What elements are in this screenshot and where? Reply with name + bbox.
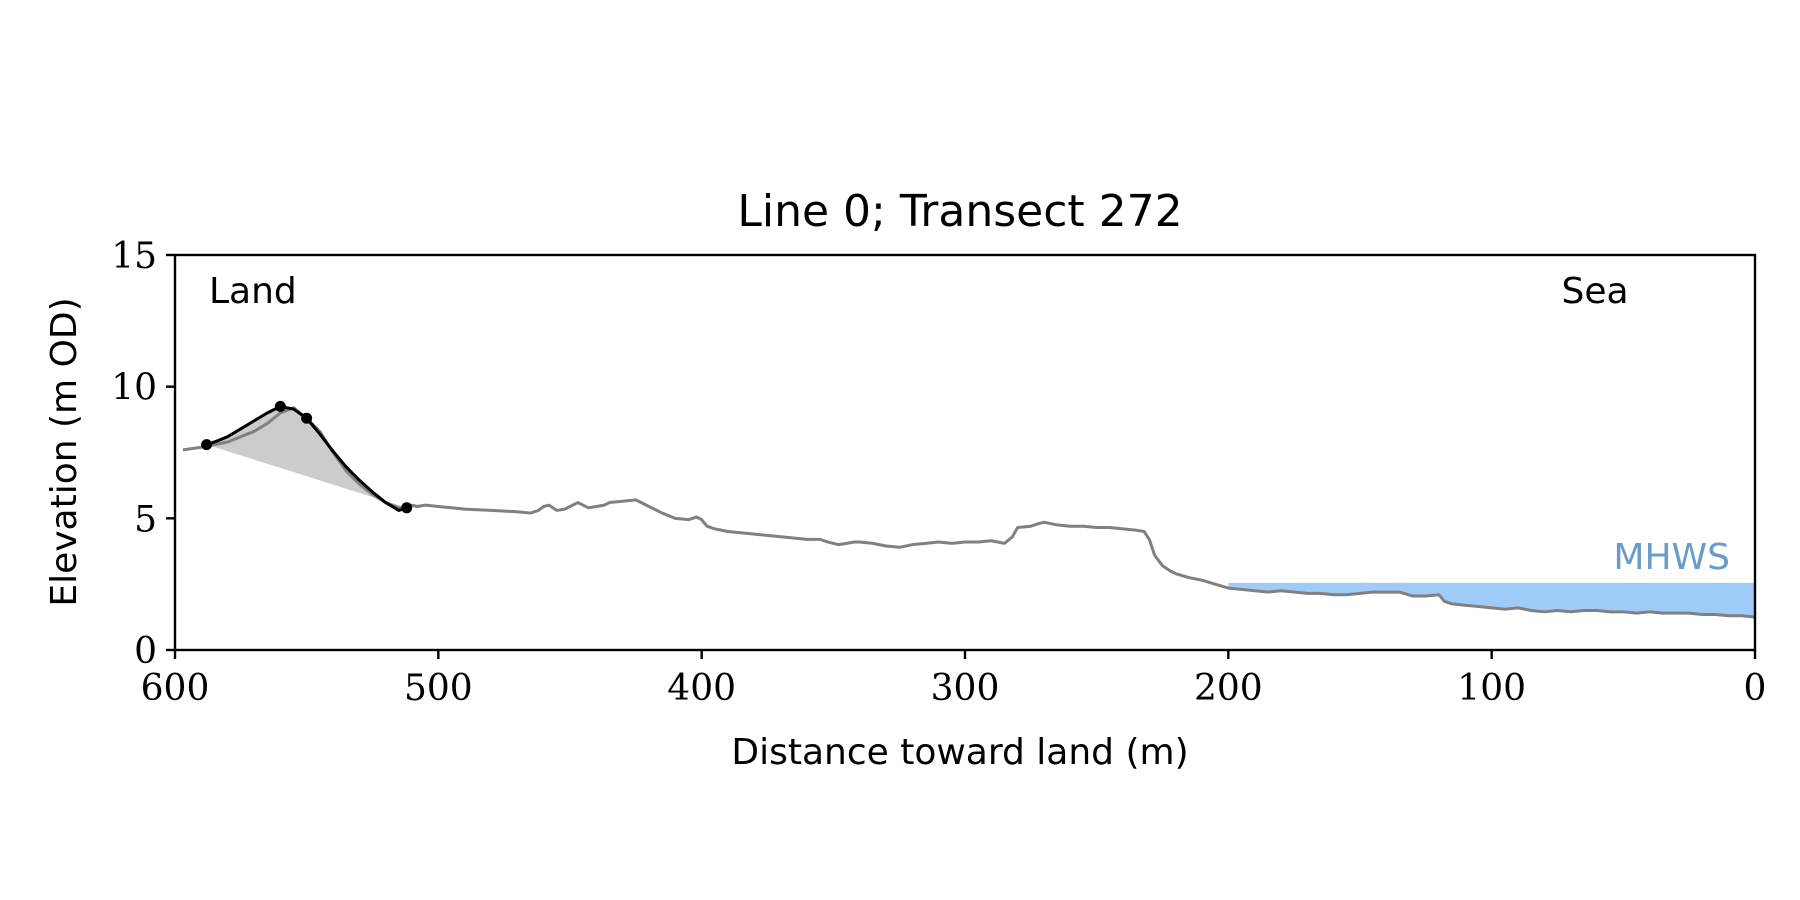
dune-area-fill (206, 406, 407, 511)
y-tick-label: 5 (134, 499, 157, 540)
y-tick-label: 15 (111, 236, 157, 277)
x-tick-label: 100 (1457, 668, 1526, 709)
x-tick-label: 200 (1194, 668, 1263, 709)
dune-point-3 (401, 502, 413, 514)
x-axis-label: Distance toward land (m) (731, 732, 1188, 773)
y-tick-label: 0 (134, 631, 157, 672)
mhws-band (1228, 582, 1755, 618)
dune-point-2 (301, 412, 313, 424)
dune-point-1 (274, 400, 286, 412)
sea-annotation: Sea (1561, 271, 1628, 312)
chart-title: Line 0; Transect 272 (737, 186, 1182, 237)
mhws-label: MHWS (1613, 537, 1730, 578)
profile-line (182, 406, 1756, 619)
x-tick-label: 300 (931, 668, 1000, 709)
y-axis-label: Elevation (m OD) (44, 297, 85, 606)
x-tick-label: 0 (1744, 668, 1767, 709)
x-tick-label: 600 (141, 668, 210, 709)
y-tick-label: 10 (111, 368, 157, 409)
plot-area: MHWS (182, 400, 1756, 619)
land-annotation: Land (209, 271, 297, 312)
axis-ticks: 600 500 400 300 200 100 0 0 5 10 15 (111, 236, 1766, 709)
x-tick-label: 500 (404, 668, 473, 709)
x-tick-label: 400 (667, 668, 736, 709)
dune-point-0 (201, 439, 213, 451)
